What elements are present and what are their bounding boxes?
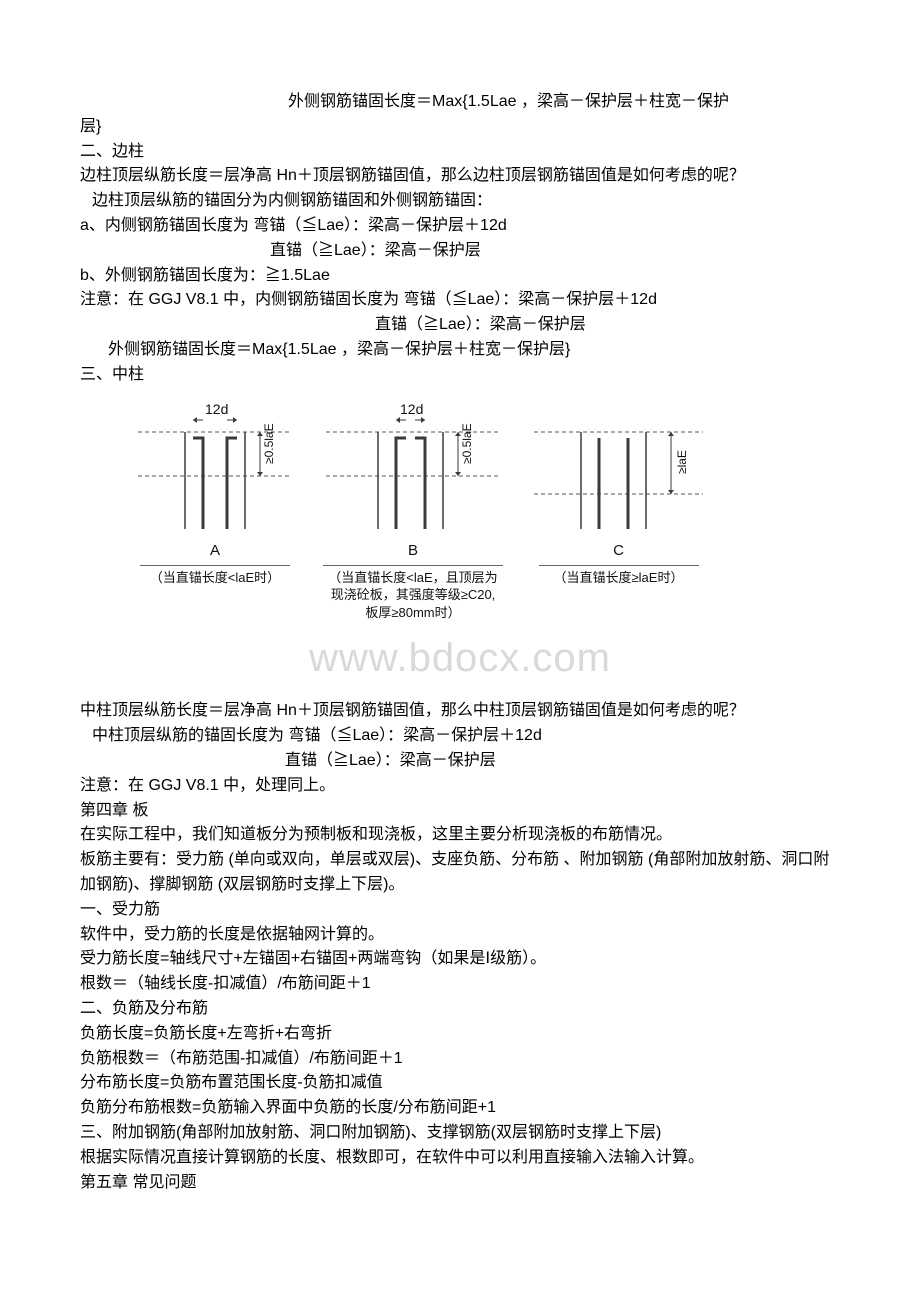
text-paragraph: 边柱顶层纵筋长度＝层净高 Hn＋顶层钢筋锚固值，那么边柱顶层钢筋锚固值是如何考虑…: [80, 164, 840, 189]
dim-label: ≥0.5laE: [262, 423, 276, 464]
text-paragraph: 在实际工程中，我们知道板分为预制板和现浇板，这里主要分析现浇板的布筋情况。: [80, 823, 840, 848]
text-paragraph: 根数＝（轴线长度-扣减值）/布筋间距＋1: [80, 972, 840, 997]
diagram-letter: C: [539, 539, 699, 562]
text-paragraph: 分布筋长度=负筋布置范围长度-负筋扣减值: [80, 1071, 840, 1096]
watermark: www.bdocx.com: [80, 627, 840, 689]
text-line: 层}: [80, 115, 840, 140]
text-paragraph: 直锚（≧Lae）：梁高－保护层: [80, 239, 840, 264]
diagram-caption: （当直锚长度<laE，且顶层为 现浇砼板，其强度等级≥C20, 板厚≥80mm时…: [323, 569, 503, 622]
diagram-a: 12d ≥0.5laE A （当直锚长度<laE时）: [130, 394, 300, 622]
dim-label: 12d: [400, 401, 423, 417]
diagram-c: ≥laE C （当直锚长度≥laE时）: [526, 394, 711, 622]
text-paragraph: b、外侧钢筋锚固长度为：≧1.5Lae: [80, 264, 840, 289]
chapter-heading: 第五章 常见问题: [80, 1171, 840, 1196]
diagram-c-svg: ≥laE: [526, 394, 711, 539]
section-heading: 一、受力筋: [80, 898, 840, 923]
text-paragraph: 注意：在 GGJ V8.1 中，处理同上。: [80, 774, 840, 799]
chapter-heading: 第四章 板: [80, 799, 840, 824]
section-heading: 三、附加钢筋(角部附加放射筋、洞口附加钢筋)、支撑钢筋(双层钢筋时支撑上下层): [80, 1121, 840, 1146]
section-heading: 二、负筋及分布筋: [80, 997, 840, 1022]
document-page: 外侧钢筋锚固长度＝Max{1.5Lae ，梁高－保护层＋柱宽－保护 层} 二、边…: [0, 0, 920, 1235]
text-paragraph: 负筋分布筋根数=负筋输入界面中负筋的长度/分布筋间距+1: [80, 1096, 840, 1121]
section-heading: 三、中柱: [80, 363, 840, 388]
text-paragraph: 负筋根数＝（布筋范围-扣减值）/布筋间距＋1: [80, 1047, 840, 1072]
text-paragraph: 外侧钢筋锚固长度＝Max{1.5Lae ，梁高－保护层＋柱宽－保护层}: [80, 338, 840, 363]
section-heading: 二、边柱: [80, 140, 840, 165]
diagram-caption: （当直锚长度≥laE时）: [539, 569, 699, 587]
text-paragraph: 软件中，受力筋的长度是依据轴网计算的。: [80, 923, 840, 948]
dim-label: 12d: [205, 401, 228, 417]
dim-label: ≥0.5laE: [460, 423, 474, 464]
diagram-b-svg: 12d ≥0.5laE: [318, 394, 508, 539]
text-paragraph: 板筋主要有：受力筋 (单向或双向，单层或双层)、支座负筋、分布筋 、附加钢筋 (…: [80, 848, 840, 898]
text-paragraph: 负筋长度=负筋长度+左弯折+右弯折: [80, 1022, 840, 1047]
diagram-letter: A: [140, 539, 290, 562]
diagram-letter: B: [323, 539, 503, 562]
text-paragraph: 受力筋长度=轴线尺寸+左锚固+右锚固+两端弯钩（如果是Ⅰ级筋）。: [80, 947, 840, 972]
text-paragraph: a、内侧钢筋锚固长度为 弯锚（≦Lae）：梁高－保护层＋12d: [80, 214, 840, 239]
text-paragraph: 根据实际情况直接计算钢筋的长度、根数即可，在软件中可以利用直接输入法输入计算。: [80, 1146, 840, 1171]
text-line: 外侧钢筋锚固长度＝Max{1.5Lae ，梁高－保护层＋柱宽－保护: [80, 90, 840, 115]
text-paragraph: 边柱顶层纵筋的锚固分为内侧钢筋锚固和外侧钢筋锚固：: [80, 189, 840, 214]
dim-label: ≥laE: [675, 450, 689, 474]
diagram-a-svg: 12d ≥0.5laE: [130, 394, 300, 539]
text-paragraph: 直锚（≧Lae）：梁高－保护层: [80, 313, 840, 338]
text-paragraph: 中柱顶层纵筋的锚固长度为 弯锚（≦Lae）：梁高－保护层＋12d: [80, 724, 840, 749]
text-paragraph: 直锚（≧Lae）：梁高－保护层: [80, 749, 840, 774]
diagram-container: 12d ≥0.5laE A （当直锚长度<laE时）: [80, 394, 840, 622]
text-paragraph: 注意：在 GGJ V8.1 中，内侧钢筋锚固长度为 弯锚（≦Lae）：梁高－保护…: [80, 288, 840, 313]
diagram-b: 12d ≥0.5laE B （当直锚长度<laE，且顶层为 现浇砼板，其强度等: [318, 394, 508, 622]
text-paragraph: 中柱顶层纵筋长度＝层净高 Hn＋顶层钢筋锚固值，那么中柱顶层钢筋锚固值是如何考虑…: [80, 699, 840, 724]
diagram-caption: （当直锚长度<laE时）: [140, 569, 290, 587]
